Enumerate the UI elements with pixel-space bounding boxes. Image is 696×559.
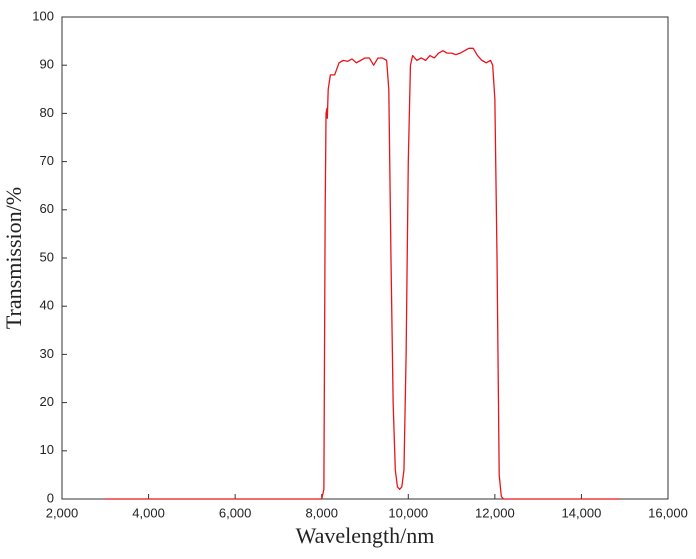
y-tick-label: 20 <box>40 394 54 409</box>
x-tick-label: 12,000 <box>475 505 515 520</box>
data-line <box>105 47 621 500</box>
y-axis-title: Transmission/% <box>1 187 26 329</box>
x-tick-label: 10,000 <box>388 505 428 520</box>
x-tick-label: 16,000 <box>648 505 688 520</box>
y-tick-label: 0 <box>47 490 54 505</box>
y-tick-label: 70 <box>40 153 54 168</box>
x-tick-label: 8,000 <box>305 505 338 520</box>
y-tick-label: 60 <box>40 201 54 216</box>
x-axis-title: Wavelength/nm <box>296 523 435 548</box>
y-tick-label: 100 <box>32 8 54 23</box>
y-tick-label: 10 <box>40 442 54 457</box>
y-tick-label: 30 <box>40 346 54 361</box>
y-tick-label: 40 <box>40 298 54 313</box>
x-tick-label: 14,000 <box>562 505 602 520</box>
y-tick-label: 80 <box>40 105 54 120</box>
plot-frame <box>61 16 669 500</box>
y-tick-label: 50 <box>40 249 54 264</box>
x-tick-label: 4,000 <box>132 505 165 520</box>
x-tick-label: 6,000 <box>219 505 252 520</box>
x-tick-label: 2,000 <box>46 505 79 520</box>
y-tick-label: 90 <box>40 57 54 72</box>
